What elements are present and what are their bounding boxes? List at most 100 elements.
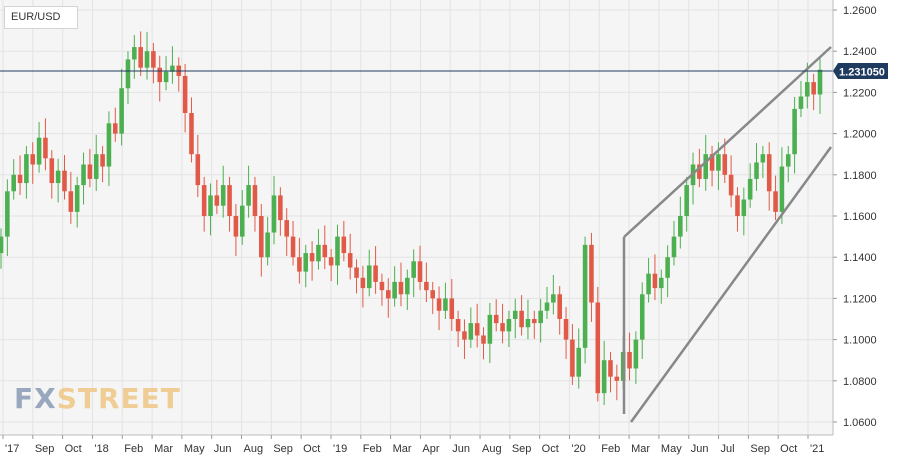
candle xyxy=(436,286,442,331)
candle xyxy=(449,279,455,331)
candle-body xyxy=(551,294,556,303)
candles xyxy=(0,31,823,406)
candle xyxy=(328,248,334,282)
x-tick-label: '18 xyxy=(94,443,108,455)
candle xyxy=(297,237,302,284)
candle xyxy=(170,46,175,84)
candle-body xyxy=(278,195,283,221)
candle xyxy=(570,323,575,385)
candle-body xyxy=(722,154,728,175)
candle-body xyxy=(398,281,404,295)
grid xyxy=(0,0,833,435)
candle xyxy=(430,281,436,315)
candle-body xyxy=(519,310,524,328)
candle-body xyxy=(468,323,474,340)
candle-body xyxy=(201,185,207,216)
candle-body xyxy=(703,154,709,179)
candle-body xyxy=(132,47,137,60)
candle-body xyxy=(760,154,766,163)
x-tick-label: Oct xyxy=(780,443,797,455)
candle xyxy=(493,299,499,332)
candle xyxy=(811,73,816,111)
candle-body xyxy=(544,302,550,311)
candle xyxy=(24,145,29,199)
candle xyxy=(728,155,734,208)
candle xyxy=(182,63,188,133)
candle-body xyxy=(716,154,721,171)
y-tick-label: 1.2200 xyxy=(843,87,877,99)
candle xyxy=(792,96,797,174)
candle-body xyxy=(265,232,270,258)
candle-body xyxy=(17,174,23,184)
candle xyxy=(773,175,778,221)
candle xyxy=(119,68,124,146)
candle-body xyxy=(436,298,442,311)
candle xyxy=(151,42,156,84)
candle xyxy=(125,51,131,104)
candle-body xyxy=(36,137,42,165)
candle-body xyxy=(385,290,391,299)
candle xyxy=(614,364,620,401)
candle xyxy=(112,107,118,142)
x-tick-label: '19 xyxy=(333,443,347,455)
x-tick-label: Apr xyxy=(422,443,439,455)
candle xyxy=(595,286,601,402)
candle xyxy=(55,158,61,203)
candle xyxy=(747,163,753,208)
x-tick-label: Mar xyxy=(393,443,412,455)
candle xyxy=(646,258,651,303)
candle xyxy=(239,190,245,245)
candle-body xyxy=(392,281,397,299)
candle xyxy=(658,269,664,304)
x-tick-label: Mar xyxy=(631,443,650,455)
candle-body xyxy=(214,195,220,206)
candle-body xyxy=(525,319,531,328)
candle-body xyxy=(100,154,105,167)
candle-body xyxy=(728,174,734,196)
candle xyxy=(373,246,378,294)
candle-body xyxy=(563,319,569,340)
candle xyxy=(252,176,258,232)
x-axis: '17 Sep Oct '18 Feb Mar May Jun Aug Sep Oct '19 Feb M… xyxy=(2,435,824,455)
candle-body xyxy=(220,185,226,206)
candle-body xyxy=(297,257,302,272)
candle xyxy=(512,298,518,339)
candle-body xyxy=(582,244,588,348)
candle xyxy=(608,351,613,393)
candle xyxy=(278,187,283,236)
candle xyxy=(652,254,658,301)
y-tick-label: 1.1600 xyxy=(843,211,877,223)
candle xyxy=(519,295,524,336)
candle xyxy=(398,262,404,307)
x-axis-background xyxy=(0,435,833,461)
y-tick-label: 1.2400 xyxy=(843,46,877,58)
candle xyxy=(81,152,86,205)
candle-body xyxy=(735,195,740,216)
y-tick-label: 1.1400 xyxy=(843,252,877,264)
candle-body xyxy=(157,67,163,83)
candle xyxy=(379,273,385,306)
candle-body xyxy=(138,47,143,68)
candle-body xyxy=(208,195,213,216)
candle xyxy=(443,282,448,319)
candle xyxy=(17,155,23,195)
y-axis: 1.2600 1.2400 1.2200 1.2000 1.1800 1.1600 1.14… xyxy=(833,5,877,429)
candle-body xyxy=(227,185,232,216)
candle-body xyxy=(601,360,607,394)
candle-body xyxy=(792,108,797,155)
x-tick-label: Aug xyxy=(482,443,502,455)
x-tick-label: Feb xyxy=(124,443,143,455)
candle-body xyxy=(195,154,201,186)
x-tick-label: May xyxy=(184,443,205,455)
candle xyxy=(43,118,48,171)
y-tick-label: 1.2000 xyxy=(843,129,877,141)
candle xyxy=(627,332,632,381)
candle xyxy=(424,262,429,303)
candle-body xyxy=(532,319,537,324)
candle-body xyxy=(589,244,594,303)
candle xyxy=(525,299,531,340)
candle xyxy=(639,282,645,359)
candle-body xyxy=(62,170,67,192)
candle-body xyxy=(5,191,10,237)
